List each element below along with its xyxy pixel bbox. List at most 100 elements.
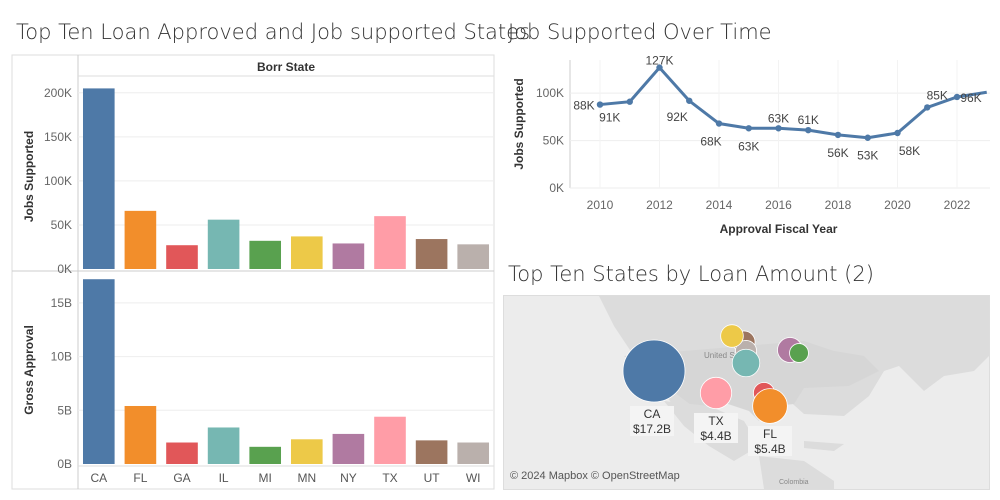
map-attribution[interactable]: © 2024 Mapbox © OpenStreetMap — [510, 470, 680, 482]
line-xtick: 2018 — [825, 198, 852, 212]
line-data-label-2016: 63K — [768, 111, 789, 125]
gross-ytick: 15B — [51, 296, 72, 310]
bar-category-label: MN — [297, 471, 316, 485]
jobs-ytick: 200K — [44, 86, 72, 100]
line-ytick: 0K — [549, 181, 564, 195]
map-label-amount-tx: $4.4B — [700, 429, 731, 443]
line-point-2020 — [894, 129, 901, 137]
map-place-label-usa: United States — [704, 351, 752, 360]
jobs-bar-ca — [82, 88, 115, 270]
line-data-label-2020: 58K — [899, 144, 920, 158]
map-label-box-tx — [694, 413, 738, 443]
gross-bar-fl — [124, 405, 157, 464]
line-point-2015 — [745, 125, 752, 132]
line-point-2019 — [864, 134, 871, 141]
bar-category-label: FL — [133, 471, 147, 485]
jobs-ytick: 150K — [44, 130, 72, 144]
gross-ytick: 5B — [57, 403, 72, 417]
left-chart-title: Top Ten Loan Approved and Job supported … — [16, 20, 531, 44]
line-data-label-2021: 85K — [927, 88, 948, 102]
line-data-label-2015: 63K — [738, 139, 759, 153]
gross-bar-ny — [332, 433, 365, 464]
line-ytick: 50K — [543, 134, 564, 148]
line-point-2013 — [686, 97, 693, 104]
jobs-bar-il — [207, 219, 240, 269]
bar-panel-frame — [11, 54, 495, 490]
line-xtick: 2010 — [587, 198, 614, 212]
bar-category-label: UT — [424, 471, 441, 485]
jobs-bar-ny — [332, 243, 365, 269]
map-bubble-mn — [720, 324, 744, 348]
gross-ylabel: Gross Approval — [22, 325, 36, 415]
line-xtick: 2022 — [944, 198, 971, 212]
map-label-amount-fl: $5.4B — [754, 442, 785, 456]
line-chart[interactable]: 0K 50K 100K 2010 2012 2014 2016 2018 2020 2022 Job… — [495, 45, 995, 295]
bar-category-label: CA — [90, 471, 107, 485]
line-series — [599, 65, 987, 140]
map-bubble-tx — [699, 376, 733, 410]
bar-category-label: TX — [382, 471, 397, 485]
jobs-bar-wi — [457, 244, 490, 269]
gross-bar-mi — [249, 446, 282, 464]
line-xlabel: Approval Fiscal Year — [720, 222, 838, 236]
gross-ytick: 0B — [57, 457, 72, 471]
line-point-2014 — [715, 120, 723, 127]
jobs-bar-ut — [415, 239, 448, 269]
line-data-label-2018: 56K — [827, 146, 848, 160]
map-label-box-fl — [748, 426, 792, 456]
map-label-state-tx: TX — [708, 414, 723, 428]
line-data-label-2022: 96K — [960, 91, 981, 105]
line-data-label-2017: 61K — [798, 113, 819, 127]
line-point-2022 — [953, 93, 961, 101]
line-point-2017 — [805, 126, 812, 134]
usa-landmass — [624, 341, 879, 421]
jobs-ytick: 0K — [57, 262, 72, 276]
jobs-bar-mi — [249, 240, 282, 269]
jobs-ylabel: Jobs Supported — [22, 131, 36, 222]
caribbean-landmass — [804, 441, 844, 451]
map-bubble-mi — [789, 343, 809, 363]
line-point-2011 — [626, 98, 633, 105]
bar-category-label: GA — [173, 471, 190, 485]
line-data-label-2010: 88K — [573, 99, 594, 113]
line-ytick: 100K — [536, 86, 564, 100]
gross-bar-ut — [415, 440, 448, 464]
map-label-state-ca: CA — [644, 407, 661, 421]
map-bubble-ca — [622, 339, 686, 403]
bar-header-label: Borr State — [257, 60, 315, 74]
map-panel[interactable]: United States Colombia CA $17.2B TX $4.4B FL… — [503, 295, 990, 490]
map-title: Top Ten States by Loan Amount (2) — [508, 262, 874, 286]
map-place-label-colombia: Colombia — [779, 479, 809, 486]
line-point-2010 — [596, 101, 604, 108]
bar-category-label: MI — [259, 471, 272, 485]
line-data-label-2019: 53K — [857, 149, 878, 163]
bar-category-label: WI — [466, 471, 481, 485]
line-data-label-2011: 91K — [599, 111, 620, 125]
map-label-state-fl: FL — [763, 427, 777, 441]
line-point-2016 — [775, 125, 782, 132]
line-point-2012 — [656, 64, 663, 71]
gross-bar-ca — [82, 279, 115, 464]
line-xtick: 2012 — [646, 198, 673, 212]
bar-category-label: IL — [219, 471, 229, 485]
jobs-bar-ga — [166, 245, 198, 269]
gross-bar-il — [207, 427, 240, 464]
gross-ytick: 10B — [51, 350, 72, 364]
jobs-ytick: 50K — [51, 218, 72, 232]
map-label-box-ca — [630, 406, 674, 436]
line-point-2018 — [834, 131, 842, 139]
jobs-bar-fl — [124, 210, 157, 269]
line-data-label-2013: 92K — [667, 110, 688, 124]
line-xtick: 2020 — [884, 198, 911, 212]
map-bubble-fl — [752, 388, 788, 424]
gross-bar-mn — [290, 439, 323, 464]
map-bubble-il — [731, 348, 761, 378]
line-point-2021 — [924, 104, 931, 111]
map-label-amount-ca: $17.2B — [633, 422, 671, 436]
line-ylabel: Jobs Supported — [512, 78, 526, 169]
line-xtick: 2016 — [765, 198, 792, 212]
line-data-label-2012: 127K — [645, 54, 673, 68]
bar-category-label: NY — [340, 471, 357, 485]
line-xtick: 2014 — [706, 198, 733, 212]
map-canvas[interactable]: United States Colombia CA$17.2B TX$4.4B FL… — [504, 296, 989, 489]
